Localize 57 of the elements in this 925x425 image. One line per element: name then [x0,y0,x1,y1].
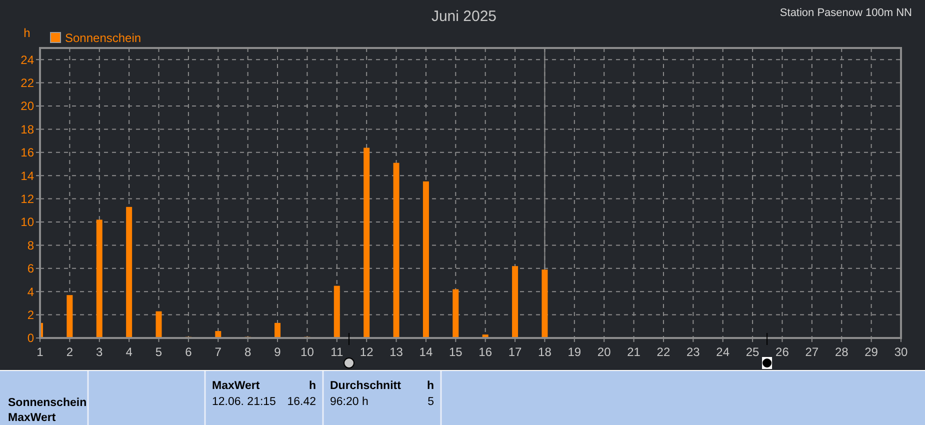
x-tick-label: 16 [478,345,492,359]
x-tick-label: 8 [244,345,252,359]
legend-label: Sonnenschein [65,31,142,45]
x-tick-label: 29 [864,345,878,359]
x-tick-label: 11 [330,345,344,359]
x-tick-label: 10 [300,345,314,359]
x-tick-label: 12 [360,345,374,359]
x-tick-label: 3 [96,345,104,359]
x-tick-label: 14 [419,345,433,359]
x-tick-label: 1 [36,345,44,359]
x-tick-label: 2 [66,345,74,359]
x-tick-label: 28 [834,345,849,359]
text: h [308,380,316,392]
x-tick-label: 20 [597,345,612,359]
text: Sonnenschein [8,397,87,409]
x-tick-label: 13 [390,345,404,359]
y-tick-label: 0 [27,331,34,346]
text: 12.06. 21:15 [212,396,276,408]
x-tick-label: 19 [568,345,582,359]
y-axis-title: h [24,26,30,40]
text: 16.42 [287,396,316,408]
x-tick-label: 30 [894,345,908,359]
x-tick-label: 22 [656,345,670,359]
y-tick-label: 16 [20,146,34,160]
y-tick-label: 8 [27,238,34,252]
x-tick-label: 25 [746,345,760,359]
text: h [426,380,434,392]
x-tick-label: 17 [508,345,522,359]
x-tick-label: 15 [448,345,463,359]
y-tick-label: 14 [20,168,34,183]
text: 5 [428,396,434,408]
x-tick-label: 21 [627,345,641,359]
x-tick-label: 5 [155,345,162,359]
y-tick-label: 24 [20,52,34,67]
y-tick-label: 22 [20,76,34,90]
y-tick-label: 10 [20,215,34,230]
x-tick-label: 9 [274,345,282,359]
text: 96:20 h [330,396,368,408]
x-tick-label: 24 [716,345,730,359]
chart-title: Juni 2025 [431,8,497,25]
y-tick-label: 12 [20,192,34,206]
text: Durchschnitt [330,380,402,392]
text: MaxWert [8,412,56,424]
x-tick-label: 18 [538,345,552,359]
x-tick-label: 26 [776,345,790,359]
y-tick-label: 6 [27,262,34,276]
x-tick-label: 4 [126,345,133,359]
x-tick-label: 7 [214,345,222,359]
chart-subtitle: Station Pasenow 100m NN [780,7,912,19]
y-tick-label: 2 [27,308,34,322]
text: MaxWert [212,380,260,392]
y-tick-label: 18 [20,122,34,136]
x-tick-label: 23 [686,345,700,359]
y-tick-label: 4 [27,284,34,299]
x-tick-label: 6 [185,345,192,359]
x-tick-label: 27 [805,345,819,359]
y-tick-label: 20 [20,99,34,114]
